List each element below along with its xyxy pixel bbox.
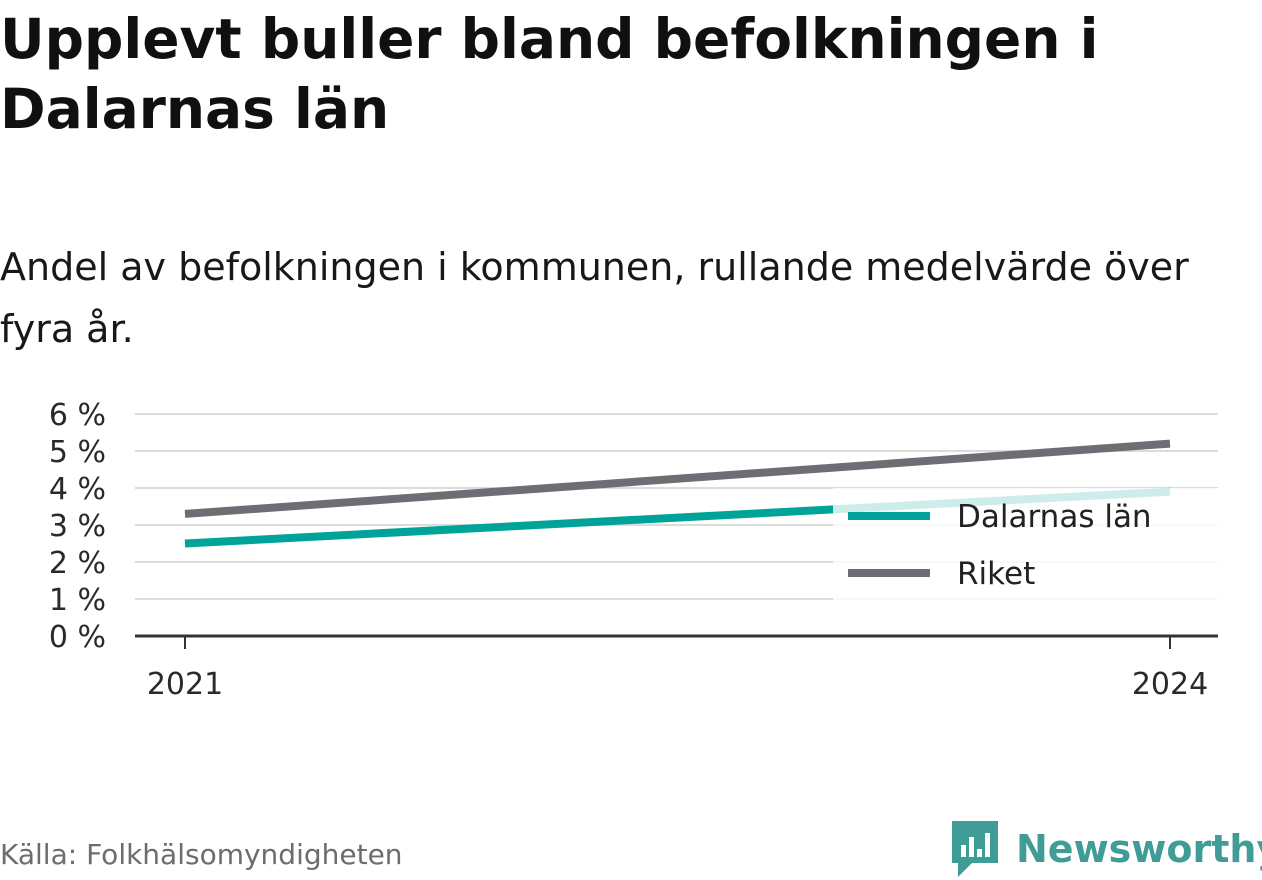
axes: 0 %1 %2 %3 %4 %5 %6 % 2021 2024: [49, 398, 1218, 702]
legend-label-riket: Riket: [957, 556, 1035, 592]
newsworthy-logo-icon: [952, 821, 998, 877]
chart-title: Upplevt buller bland befolkningen i Dala…: [0, 7, 1099, 141]
y-tick-label: 5 %: [49, 435, 106, 470]
y-tick-label: 1 %: [49, 583, 106, 618]
brand-logo-lockup: Newsworthy: [950, 818, 1262, 880]
legend-background: [833, 488, 1218, 600]
y-tick-label: 4 %: [49, 472, 106, 507]
legend: Dalarnas län Riket: [833, 488, 1218, 600]
y-tick-label: 3 %: [49, 509, 106, 544]
x-tick-label: 2021: [147, 667, 223, 702]
chart-subtitle: Andel av befolkningen i kommunen, rullan…: [0, 245, 1189, 351]
series-line-riket: [184, 439, 1171, 518]
legend-label-dalarnas: Dalarnas län: [957, 499, 1152, 535]
y-tick-label: 6 %: [49, 398, 106, 433]
brand-name: Newsworthy: [1016, 827, 1262, 871]
y-tick-label: 0 %: [49, 620, 106, 655]
y-tick-label: 2 %: [49, 546, 106, 581]
x-tick-label: 2024: [1132, 667, 1208, 702]
source-note: Källa: Folkhälsomyndigheten: [0, 838, 403, 871]
